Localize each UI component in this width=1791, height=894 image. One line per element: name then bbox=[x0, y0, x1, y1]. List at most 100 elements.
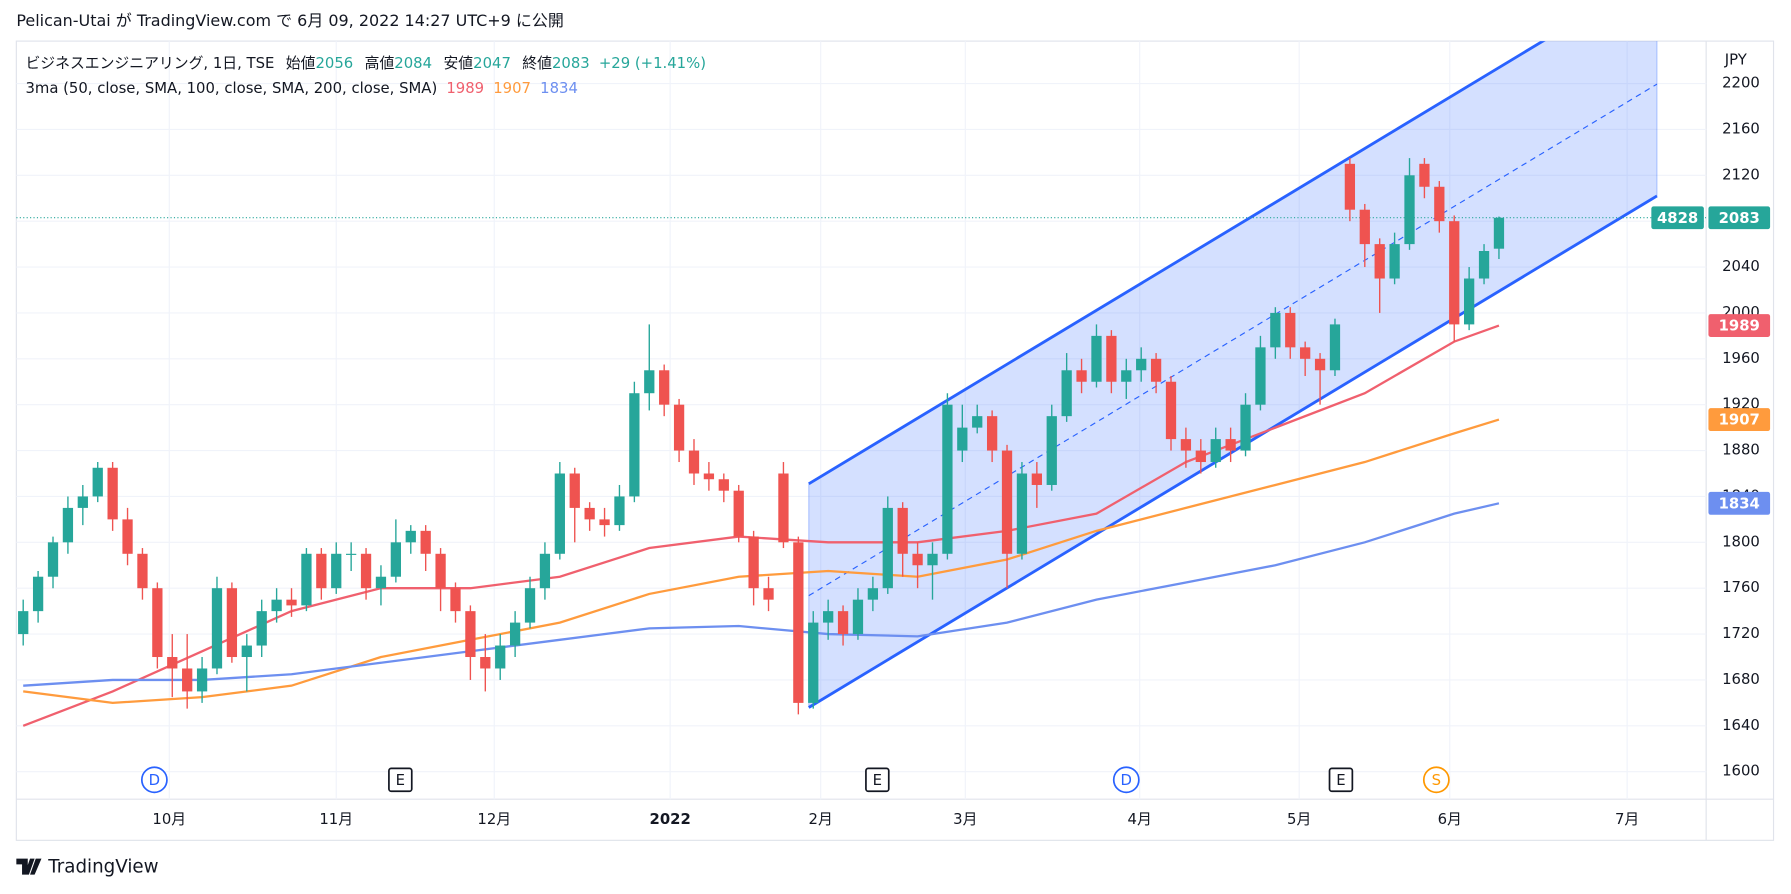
candle-body bbox=[1344, 163, 1356, 210]
y-tick-label: 2040 bbox=[1722, 258, 1760, 275]
candle-body bbox=[316, 553, 327, 589]
legend-text: 2083 bbox=[552, 55, 590, 72]
candle-body bbox=[435, 553, 446, 589]
y-tick-label: 1720 bbox=[1722, 625, 1760, 642]
candle-body bbox=[32, 576, 44, 612]
x-tick-label: 12月 bbox=[477, 811, 511, 828]
candle-body bbox=[256, 611, 267, 646]
candle-body bbox=[271, 599, 282, 612]
y-tick-label: 1760 bbox=[1722, 579, 1760, 596]
event-shape bbox=[1422, 766, 1450, 794]
legend-text: 1907 bbox=[493, 80, 531, 97]
candle-body bbox=[599, 519, 610, 526]
event-label: S bbox=[1432, 772, 1441, 789]
candle-body bbox=[986, 416, 998, 451]
candle-body bbox=[748, 536, 759, 589]
event-label: D bbox=[149, 772, 160, 789]
legend-text: 始値 bbox=[286, 55, 316, 72]
candle-body bbox=[659, 370, 670, 405]
candle-body bbox=[92, 467, 103, 497]
candle-body bbox=[301, 553, 312, 606]
candle-body bbox=[360, 553, 372, 589]
candle-body bbox=[182, 668, 193, 692]
brand-logo: TradingView bbox=[16, 857, 159, 878]
candle-body bbox=[852, 599, 864, 635]
candle-body bbox=[927, 553, 938, 566]
candle-body bbox=[480, 657, 491, 669]
x-tick-label: 5月 bbox=[1287, 811, 1311, 828]
candle-body bbox=[346, 553, 357, 555]
candle-body bbox=[1449, 221, 1460, 325]
candle-body bbox=[644, 370, 655, 394]
ma-price-tag: 1834 bbox=[1708, 491, 1771, 515]
event-marker: E bbox=[388, 767, 413, 793]
ma-legend: 3ma (50, close, SMA, 100, close, SMA, 20… bbox=[25, 80, 577, 97]
y-tick-label: 1600 bbox=[1722, 763, 1760, 780]
ma-price-tag-text: 1989 bbox=[1719, 318, 1760, 335]
y-tick-label: 2120 bbox=[1722, 166, 1760, 183]
candle-body bbox=[152, 588, 163, 658]
frame bbox=[15, 40, 1775, 841]
event-shape bbox=[388, 767, 413, 793]
candle-body bbox=[77, 496, 88, 508]
candle-body bbox=[718, 479, 729, 491]
candle-body bbox=[1404, 175, 1415, 245]
candle-body bbox=[837, 611, 849, 635]
candle-body bbox=[524, 588, 536, 623]
candle-body bbox=[1270, 312, 1281, 348]
candle-body bbox=[1165, 381, 1177, 440]
ma-price-tag-text: 1907 bbox=[1719, 412, 1760, 429]
candle-body bbox=[823, 611, 834, 623]
volume-tag-text: 4828 bbox=[1657, 210, 1698, 227]
legend-text: ビジネスエンジニアリング, 1日, TSE bbox=[25, 55, 274, 72]
candle-body bbox=[495, 645, 506, 669]
plot bbox=[16, 41, 1707, 727]
candle-body bbox=[1210, 439, 1221, 463]
candle-body bbox=[1136, 358, 1147, 371]
x-tick-label: 10月 bbox=[152, 811, 186, 828]
moving-average bbox=[23, 502, 1500, 687]
candle-body bbox=[1240, 404, 1251, 451]
legend-text: +29 (+1.41%) bbox=[599, 55, 706, 72]
moving-average bbox=[23, 418, 1500, 705]
candle-body bbox=[1493, 217, 1505, 249]
candle-body bbox=[1225, 439, 1236, 451]
event-shape bbox=[140, 766, 168, 794]
candle-body bbox=[465, 611, 476, 658]
event-marker: S bbox=[1422, 766, 1450, 794]
candle-body bbox=[18, 611, 29, 635]
x-tick-label: 11月 bbox=[319, 811, 353, 828]
last-price-tag-box bbox=[1708, 206, 1771, 230]
candle-body bbox=[1478, 250, 1490, 279]
candle-body bbox=[703, 473, 715, 480]
candle-body bbox=[1329, 324, 1341, 371]
candle-body bbox=[778, 473, 789, 543]
candle-body bbox=[122, 519, 133, 554]
candle-body bbox=[569, 473, 580, 508]
candle-body bbox=[196, 668, 208, 692]
candle-body bbox=[584, 507, 595, 520]
ma-price-tag-box bbox=[1708, 314, 1771, 337]
y-tick-label: 2200 bbox=[1722, 75, 1760, 92]
volume-tag: 4828 bbox=[1651, 206, 1704, 230]
currency: JPY bbox=[1724, 52, 1748, 69]
event-label: E bbox=[1336, 772, 1345, 789]
candle-body bbox=[763, 588, 774, 600]
candle-body bbox=[1016, 473, 1028, 554]
channel-lower bbox=[808, 194, 1658, 709]
candle-body bbox=[286, 599, 297, 606]
ma-price-tag: 1907 bbox=[1708, 408, 1771, 432]
last-price-tag-text: 2083 bbox=[1719, 210, 1760, 227]
legend-text: 2056 bbox=[315, 55, 353, 72]
event-shape bbox=[1112, 766, 1140, 794]
x-tick-label: 6月 bbox=[1438, 811, 1462, 828]
candle-body bbox=[1359, 209, 1370, 245]
y-tick-label: 1880 bbox=[1722, 442, 1760, 459]
logo-mark bbox=[16, 858, 42, 875]
legend-text: 安値 bbox=[443, 55, 473, 72]
candle-body bbox=[1195, 450, 1206, 463]
ma-price-tag: 1989 bbox=[1708, 314, 1771, 337]
candle-body bbox=[405, 530, 416, 543]
